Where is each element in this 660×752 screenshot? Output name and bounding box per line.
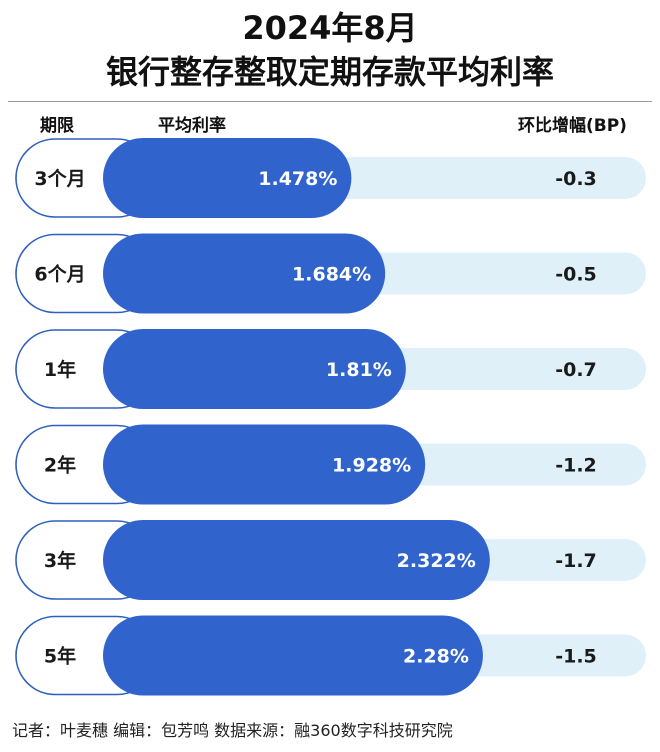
- change-bp-label: -0.7: [555, 359, 597, 381]
- rate-bar: [103, 329, 406, 409]
- change-bp-label: -1.2: [555, 455, 597, 477]
- term-label: 2年: [44, 454, 76, 477]
- header-term: 期限: [40, 116, 74, 136]
- chart-title-line1: 2024年8月: [242, 9, 418, 47]
- rate-bar: [103, 138, 352, 218]
- term-label: 5年: [44, 645, 76, 668]
- term-label: 1年: [44, 358, 76, 381]
- term-label: 3年: [44, 549, 76, 572]
- header-avg-rate: 平均利率: [158, 116, 226, 136]
- rate-bar: [103, 520, 490, 600]
- rate-bar: [103, 233, 386, 314]
- chart-title-line2: 银行整存整取定期存款平均利率: [105, 53, 554, 91]
- rate-value-label: 1.81%: [326, 359, 392, 381]
- rate-value-label: 2.28%: [403, 646, 469, 668]
- rate-value-label: 1.928%: [332, 455, 411, 477]
- rate-value-label: 2.322%: [397, 550, 476, 572]
- change-bp-label: -0.3: [555, 168, 597, 190]
- rate-bar: [103, 615, 483, 696]
- rate-bar: [103, 424, 426, 505]
- header-mom-change: 环比增幅(BP): [518, 116, 627, 136]
- change-bp-label: -1.5: [555, 646, 597, 668]
- change-bp-label: -1.7: [555, 550, 597, 572]
- rate-value-label: 1.478%: [258, 168, 337, 190]
- title-divider: [8, 101, 652, 102]
- rate-value-label: 1.684%: [292, 264, 371, 286]
- footer-credits: 记者：叶麦穗 编辑：包芳鸣 数据来源：融360数字科技研究院: [12, 721, 453, 740]
- term-label: 3个月: [34, 168, 85, 190]
- term-label: 6个月: [34, 264, 85, 286]
- change-bp-label: -0.5: [555, 264, 597, 286]
